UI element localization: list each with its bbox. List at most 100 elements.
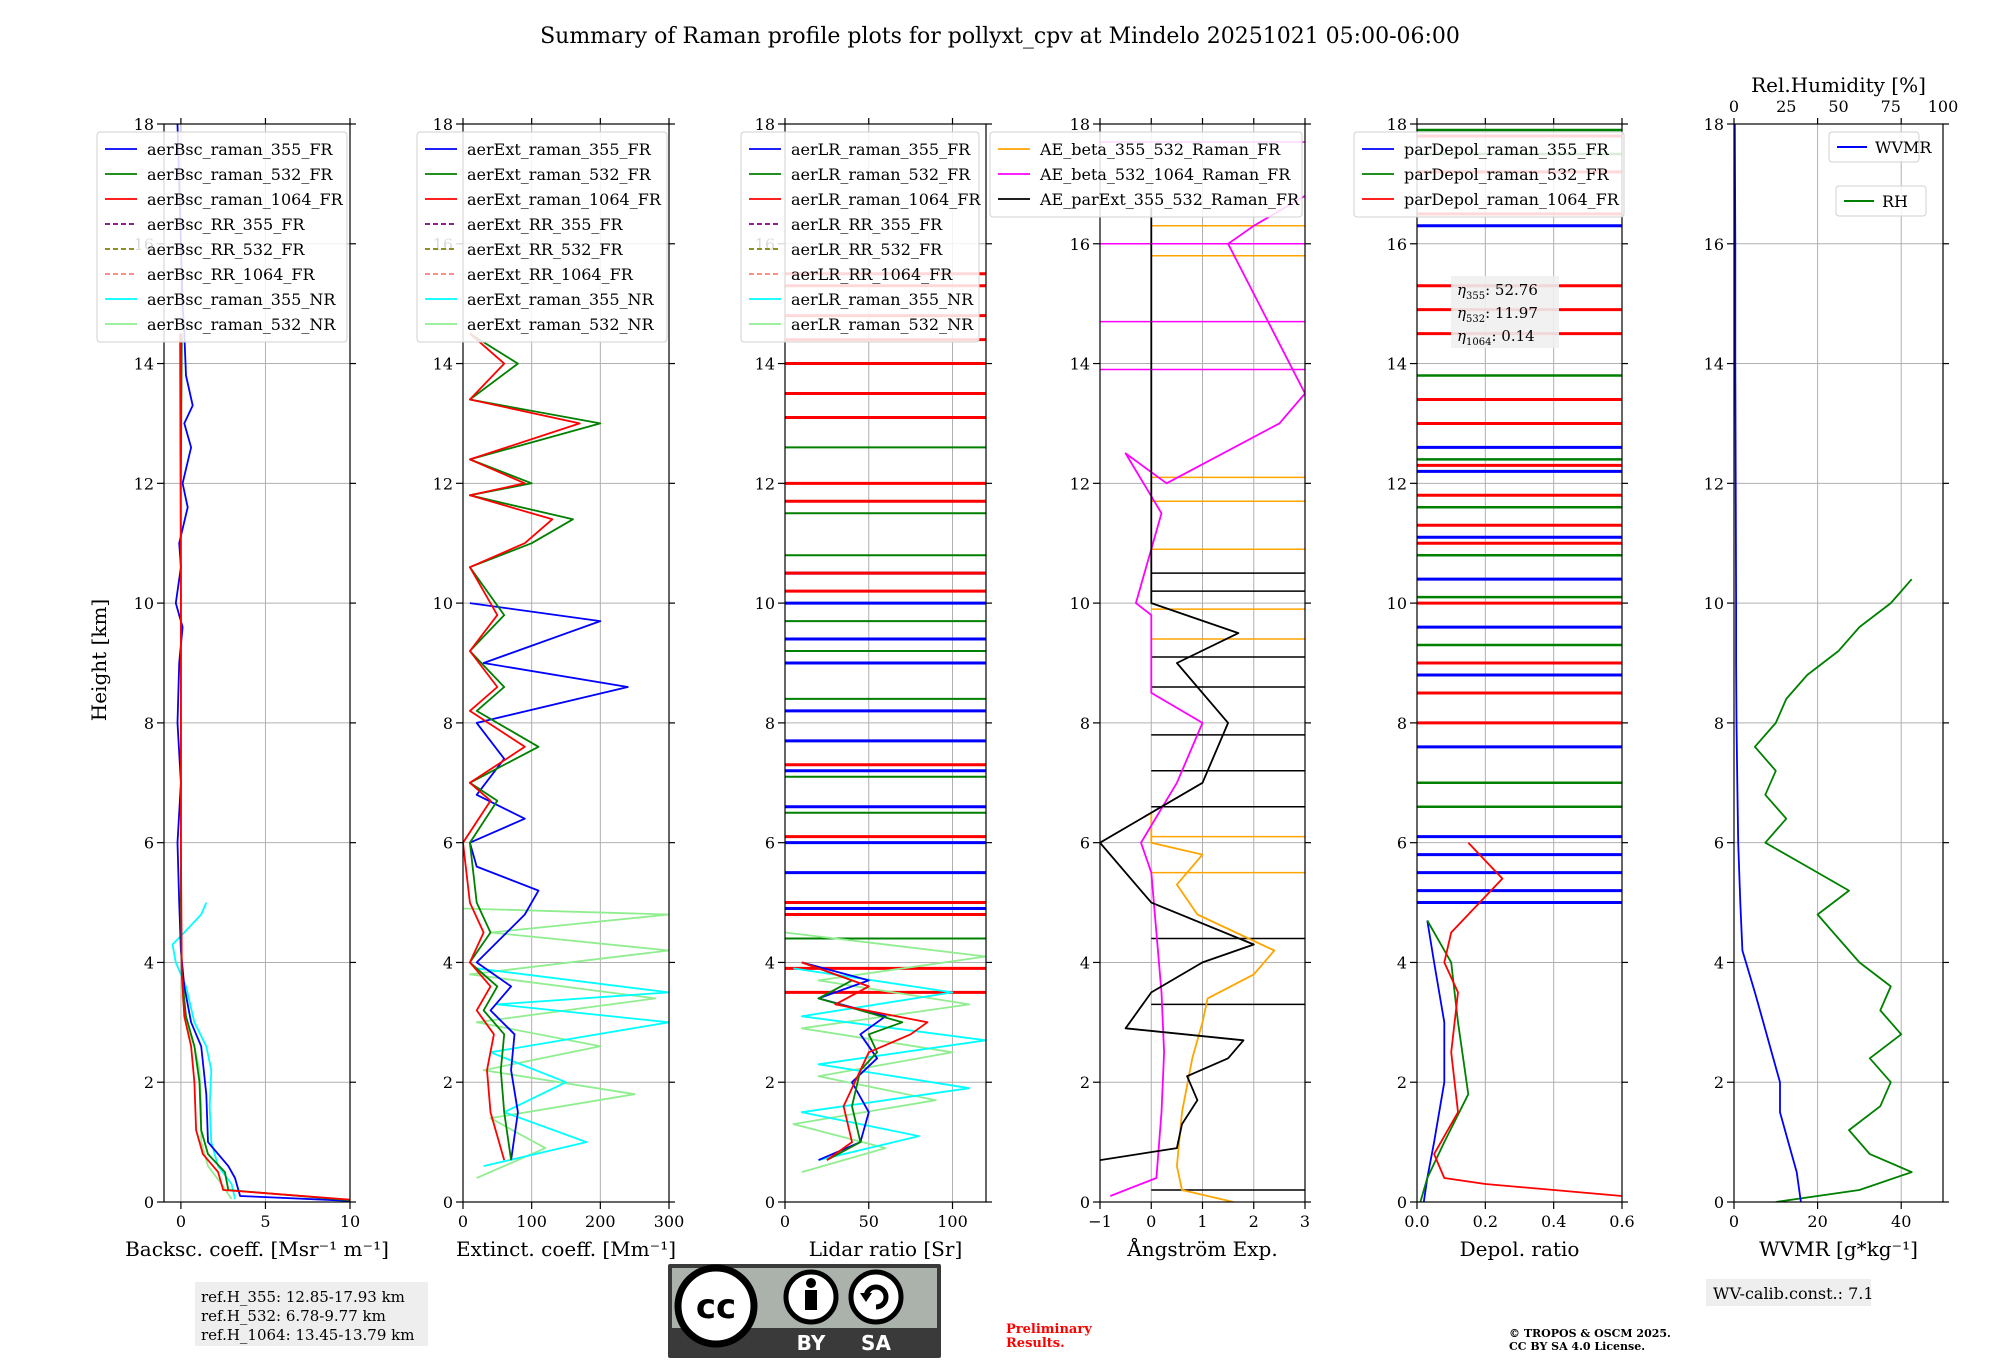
eta-1064: η1064: 0.14 <box>1457 327 1535 348</box>
y-tick-label: 14 <box>1704 355 1724 374</box>
svg-text:cc: cc <box>696 1287 736 1327</box>
y-tick-label: 6 <box>443 834 453 853</box>
x-tick-label: 100 <box>516 1212 547 1231</box>
ref-height-box: ref.H_355: 12.85-17.93 km ref.H_532: 6.7… <box>195 1282 428 1346</box>
series-aerExt_raman_1064_FR <box>463 332 581 1161</box>
y-tick-label: 10 <box>134 594 154 613</box>
legend-depol: parDepol_raman_355_FR parDepol_raman_532_… <box>1353 131 1625 218</box>
series-aerLR_raman_355_FR <box>801 961 887 1161</box>
y-tick-label: 12 <box>1387 474 1407 493</box>
legend-label: aerExt_RR_1064_FR <box>467 265 634 284</box>
series-aerLR_raman_1064_FR <box>801 961 929 1161</box>
y-tick-label: 14 <box>755 355 775 374</box>
x-tick-label: 200 <box>585 1212 616 1231</box>
ref-height-532: ref.H_532: 6.78-9.77 km <box>201 1307 386 1325</box>
y-tick-label: 0 <box>1080 1193 1090 1212</box>
x-tick-label: 2 <box>1249 1212 1259 1231</box>
y-tick-label: 2 <box>765 1073 775 1092</box>
x-tick-label: 0 <box>1729 1212 1739 1231</box>
y-tick-label: 6 <box>1397 834 1407 853</box>
legend-label: aerExt_RR_532_FR <box>467 240 624 259</box>
x-tick-label: 0 <box>780 1212 790 1231</box>
series-AE_parExt_355_532_Raman_FR <box>1100 207 1255 1161</box>
y-tick-label: 8 <box>1714 714 1724 733</box>
y-tick-label: 10 <box>755 594 775 613</box>
legend-label: aerExt_raman_1064_FR <box>467 190 662 209</box>
series-parDepol_raman_1064_FR <box>1433 842 1622 1197</box>
preliminary-note: Preliminary <box>1006 1322 1092 1337</box>
x-tick-label: 1 <box>1197 1212 1207 1231</box>
y-tick-label: 0 <box>765 1193 775 1212</box>
y-tick-label: 18 <box>1387 115 1407 134</box>
y-tick-label: 8 <box>144 714 154 733</box>
y-tick-label: 14 <box>433 355 453 374</box>
axes-frame <box>1733 123 1944 1203</box>
y-tick-label: 12 <box>1704 474 1724 493</box>
wv-calib-box: WV-calib.const.: 7.1 <box>1706 1279 1874 1306</box>
x-tick-label: −1 <box>1088 1212 1112 1231</box>
panel-ext: 0100200300024681012141618Extinct. coeff.… <box>416 115 685 1261</box>
legend-label: parDepol_raman_1064_FR <box>1404 190 1620 209</box>
y-tick-label: 14 <box>1387 355 1407 374</box>
legend-label: aerBsc_raman_532_FR <box>147 165 333 184</box>
legend-label: aerBsc_RR_355_FR <box>147 215 305 234</box>
series-parDepol_raman_532_FR <box>1419 920 1470 1202</box>
legend-ae: AE_beta_355_532_Raman_FR AE_beta_532_1064… <box>989 131 1303 218</box>
x-tick-label: 0.6 <box>1609 1212 1634 1231</box>
x-tick-label: 50 <box>859 1212 879 1231</box>
figure-title: Summary of Raman profile plots for polly… <box>540 24 1460 49</box>
x-tick-label: 3 <box>1300 1212 1310 1231</box>
legend-label: aerLR_RR_355_FR <box>791 215 943 234</box>
series-aerLR_raman_532_FR <box>801 961 904 1161</box>
series-AE_beta_355_532_Raman_FR <box>1150 812 1276 1202</box>
legend-label: aerBsc_RR_532_FR <box>147 240 305 259</box>
y-tick-label: 18 <box>755 115 775 134</box>
top-x-tick-label: 100 <box>1928 97 1959 116</box>
x-tick-label: 300 <box>654 1212 685 1231</box>
series-aerExt_raman_355_NR <box>476 967 669 1167</box>
y-tick-label: 0 <box>1397 1193 1407 1212</box>
y-tick-label: 2 <box>1397 1073 1407 1092</box>
legend-label: aerLR_raman_532_NR <box>791 315 974 334</box>
y-tick-label: 16 <box>1070 235 1090 254</box>
plot-area-depol <box>1417 128 1622 1202</box>
license-by: BY <box>797 1331 826 1355</box>
y-tick-label: 4 <box>1714 953 1724 972</box>
x-axis-label: Extinct. coeff. [Mm⁻¹] <box>456 1237 676 1261</box>
y-tick-label: 18 <box>433 115 453 134</box>
y-tick-label: 6 <box>144 834 154 853</box>
legend-lr: aerLR_raman_355_FR aerLR_raman_532_FR aerL… <box>740 131 981 343</box>
x-tick-label: 20 <box>1807 1212 1827 1231</box>
ref-height-1064: ref.H_1064: 13.45-13.79 km <box>201 1326 414 1344</box>
legend-ext: aerExt_raman_355_FR aerExt_raman_532_FRae… <box>416 131 668 343</box>
series-aerLR_raman_355_NR <box>793 967 986 1161</box>
axes-frame <box>462 123 670 1203</box>
top-x-tick-label: 75 <box>1881 97 1901 116</box>
y-tick-label: 4 <box>765 953 775 972</box>
legend-label: AE_parExt_355_532_Raman_FR <box>1039 190 1300 209</box>
panel-bsc: 0510024681012141618Backsc. coeff. [Msr⁻¹… <box>96 115 389 1261</box>
y-tick-label: 0 <box>443 1193 453 1212</box>
legend-label: aerExt_raman_355_FR <box>467 140 652 159</box>
x-axis-label: Lidar ratio [Sr] <box>809 1237 963 1261</box>
legend-label: aerBsc_raman_355_NR <box>147 290 336 309</box>
x-tick-label: 0.0 <box>1404 1212 1429 1231</box>
x-tick-label: 10 <box>340 1212 360 1231</box>
series-aerExt_raman_532_FR <box>469 332 602 1161</box>
legend-bsc: aerBsc_raman_355_FR aerBsc_raman_532_FRae… <box>96 131 348 343</box>
legend-label: aerExt_RR_355_FR <box>467 215 624 234</box>
legend-label: AE_beta_355_532_Raman_FR <box>1039 140 1281 159</box>
legend-WVMR: WVMR <box>1828 131 1932 163</box>
legend-label: parDepol_raman_532_FR <box>1404 165 1610 184</box>
x-tick-label: 40 <box>1891 1212 1911 1231</box>
y-tick-label: 4 <box>1397 953 1407 972</box>
legend-label: aerExt_raman_532_NR <box>467 315 655 334</box>
y-tick-label: 4 <box>1080 953 1090 972</box>
y-tick-label: 8 <box>765 714 775 733</box>
x-tick-label: 100 <box>937 1212 968 1231</box>
legend-label: aerBsc_raman_532_NR <box>147 315 336 334</box>
y-tick-label: 16 <box>1387 235 1407 254</box>
